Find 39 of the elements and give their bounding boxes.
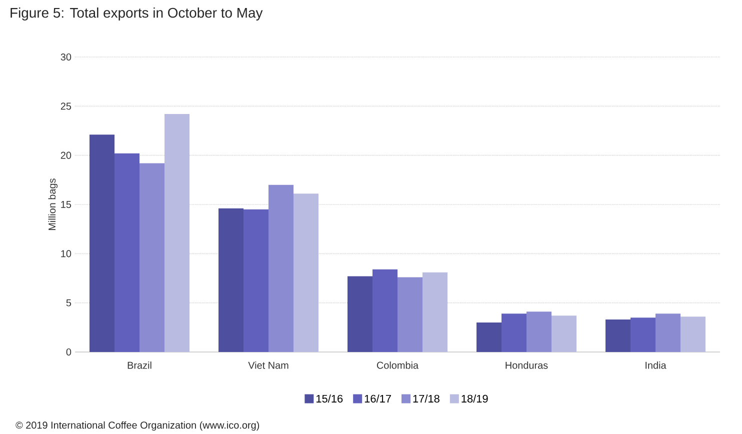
x-tick-label: Colombia <box>376 362 419 369</box>
chart-title: Figure 5: Total exports in October to May <box>10 7 263 20</box>
y-tick-label: 20 <box>60 152 72 159</box>
x-tick-label: Viet Nam <box>248 362 288 369</box>
bar <box>114 153 140 352</box>
bar <box>244 209 269 352</box>
bar <box>502 314 527 352</box>
x-tick-label: Honduras <box>506 362 548 369</box>
y-tick-label: 30 <box>60 53 72 61</box>
bar <box>476 322 502 352</box>
bar <box>372 269 398 352</box>
bar <box>268 184 294 352</box>
bar <box>398 277 423 352</box>
bar <box>606 320 631 352</box>
legend-label: 17/18 <box>413 394 440 403</box>
bar <box>630 318 656 352</box>
bar <box>526 312 552 352</box>
bar <box>422 272 448 352</box>
y-axis-title: Million bags <box>48 178 58 230</box>
y-tick-label: 10 <box>61 250 72 258</box>
y-tick-label: 15 <box>61 201 72 208</box>
legend-label: 15/16 <box>316 394 343 403</box>
bar <box>140 163 164 352</box>
bar <box>218 208 244 352</box>
bar <box>164 114 190 352</box>
x-tick-label: Brazil <box>128 362 152 369</box>
legend-label: 18/19 <box>462 394 488 403</box>
y-tick-label: 0 <box>66 348 72 356</box>
bar <box>90 134 114 352</box>
text: © 2019 International Coffee Organization (www.ico.org) <box>16 421 260 431</box>
x-tick-label: India <box>646 362 666 369</box>
bar <box>348 276 373 352</box>
bar <box>656 314 681 352</box>
bar <box>680 316 706 352</box>
legend-label: 16/17 <box>364 394 391 403</box>
bar <box>552 316 577 352</box>
bar <box>294 194 319 352</box>
y-tick-label: 25 <box>60 102 72 110</box>
y-tick-label: 5 <box>66 299 72 306</box>
